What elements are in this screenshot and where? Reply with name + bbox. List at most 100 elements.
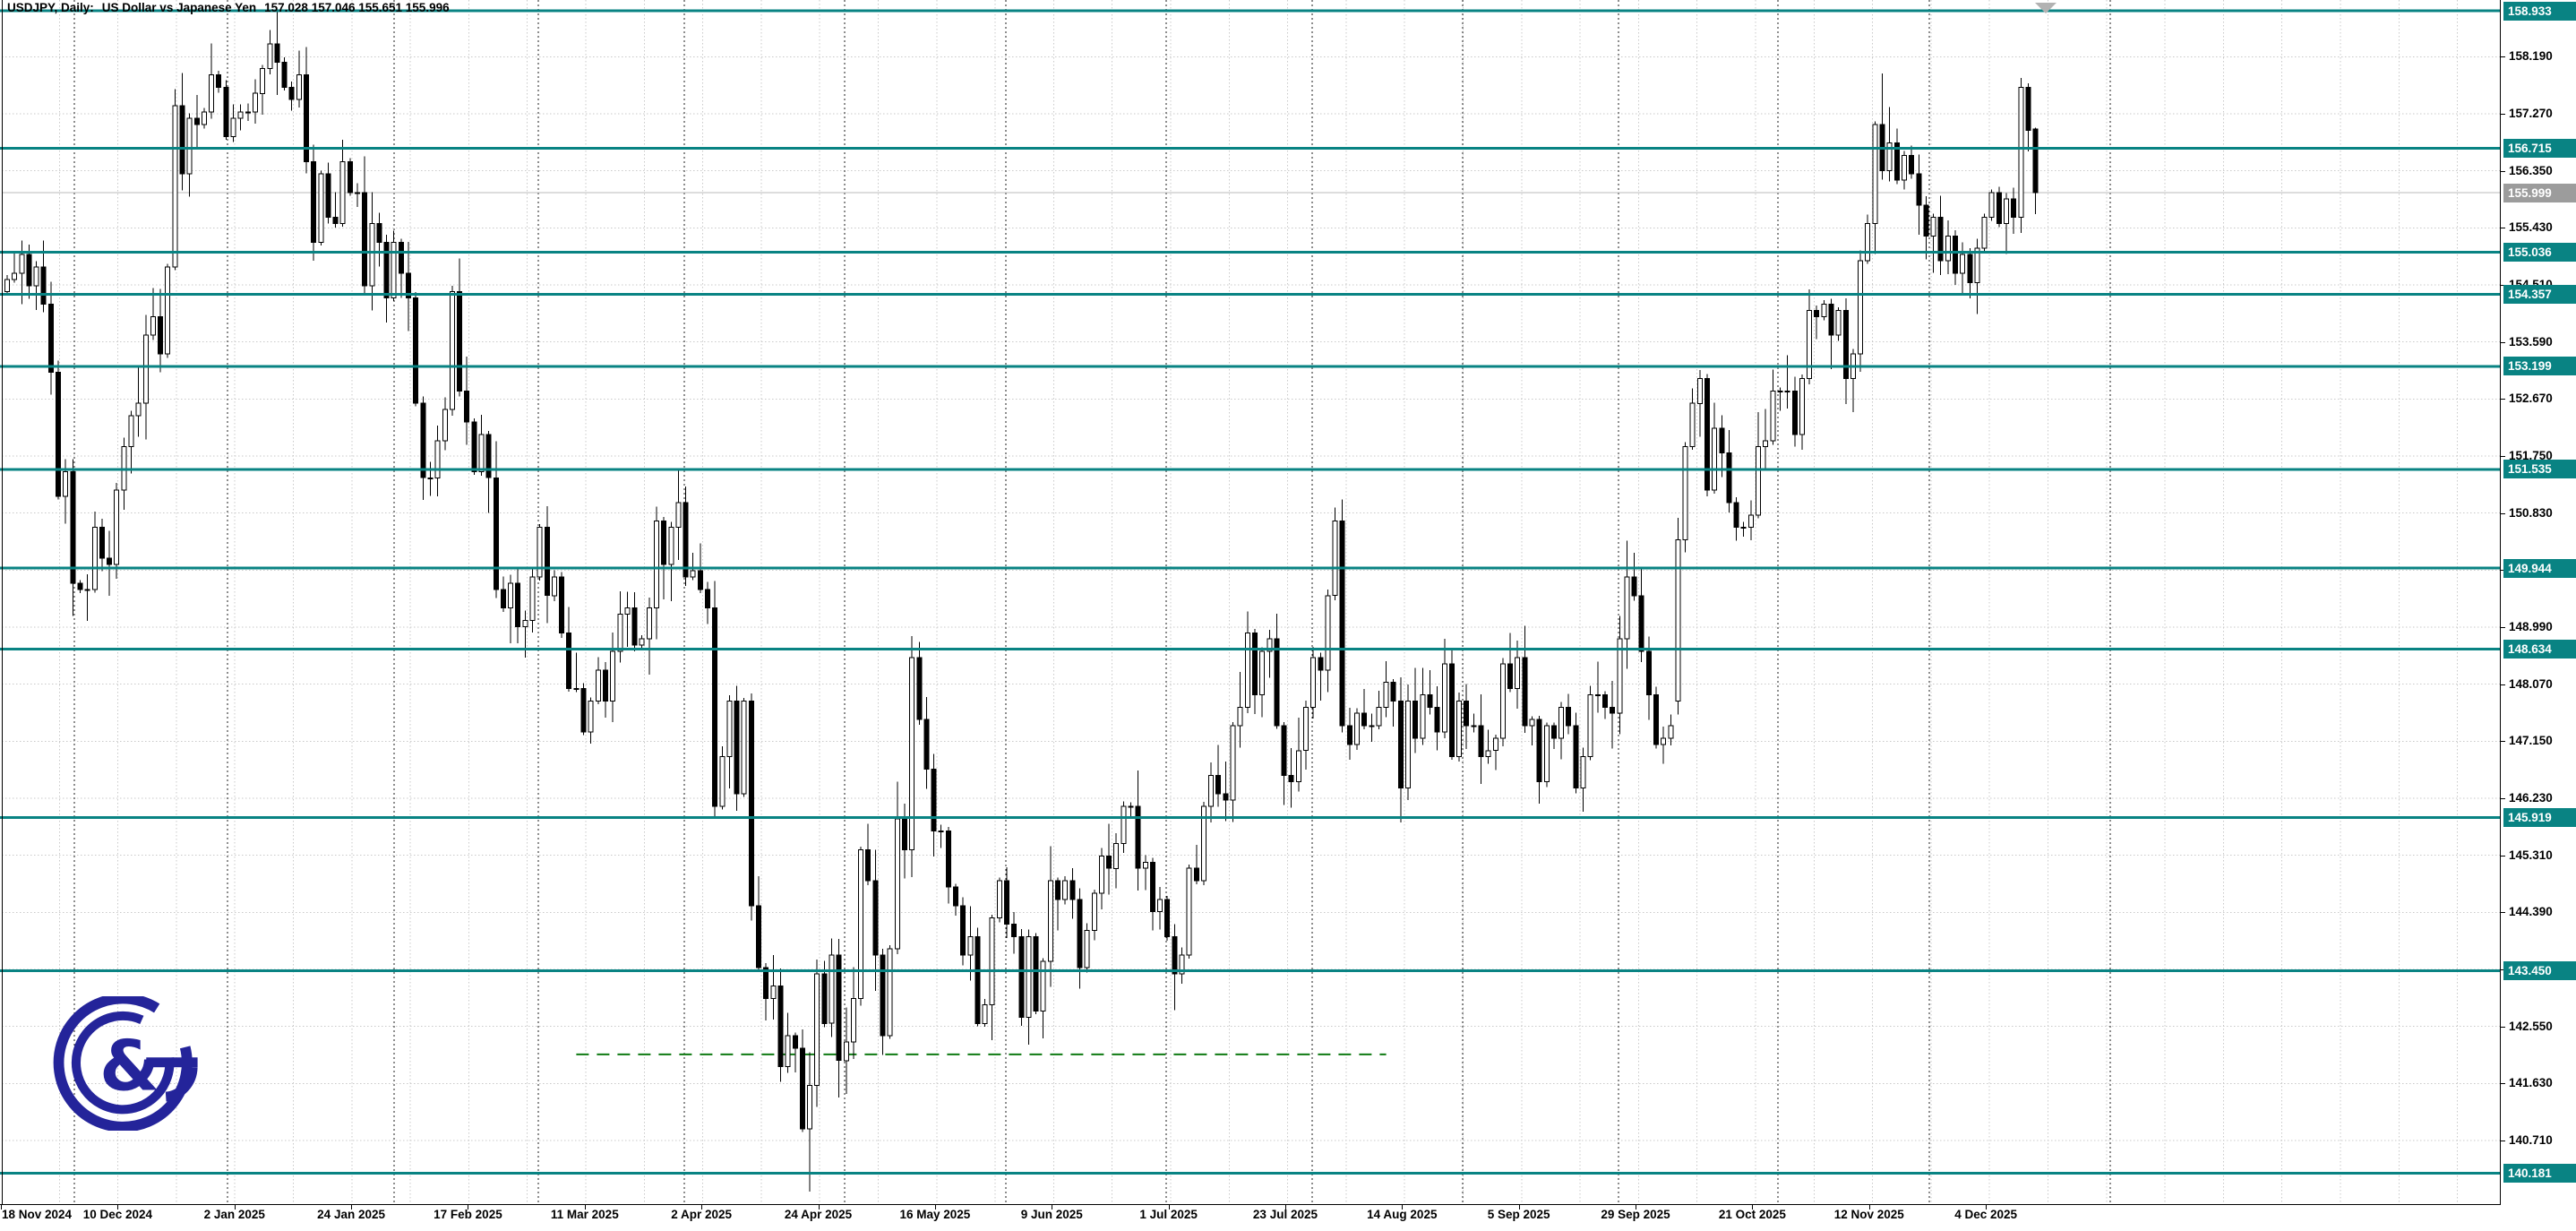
bullish-candle: [1763, 440, 1769, 448]
bullish-candle: [33, 266, 39, 287]
bearish-candle: [1069, 880, 1076, 900]
bullish-candle: [1558, 706, 1565, 739]
bearish-candle: [821, 973, 828, 1024]
bearish-candle: [1464, 700, 1470, 727]
bullish-candle: [1354, 712, 1360, 745]
bearish-candle: [500, 589, 506, 609]
bullish-candle: [1696, 378, 1703, 404]
bullish-candle: [1529, 719, 1535, 727]
price-tick-mark: [2501, 56, 2505, 58]
bearish-candle: [1909, 154, 1915, 175]
bullish-candle: [209, 74, 215, 113]
bullish-candle: [1259, 650, 1266, 695]
bullish-candle: [1441, 663, 1447, 733]
bearish-candle: [1339, 521, 1345, 727]
bearish-candle: [457, 291, 463, 392]
bullish-candle: [843, 1041, 849, 1062]
bullish-candle: [1661, 737, 1667, 745]
bullish-candle: [1420, 694, 1426, 739]
price-tick-label: 148.990: [2509, 620, 2553, 634]
bullish-candle: [296, 74, 302, 100]
bearish-candle: [1638, 595, 1644, 652]
bullish-candle: [726, 700, 733, 758]
date-tick-label: 1 Jul 2025: [1139, 1208, 1198, 1221]
date-tick-mark: [351, 1205, 353, 1209]
bullish-candle: [1295, 750, 1301, 782]
date-tick-label: 29 Sep 2025: [1601, 1208, 1670, 1221]
candlestick-chart[interactable]: [0, 0, 2501, 1205]
price-tick-mark: [2501, 627, 2505, 629]
bearish-candle: [1274, 638, 1280, 727]
bearish-candle: [1610, 706, 1616, 714]
date-tick-label: 2 Apr 2025: [671, 1208, 733, 1221]
price-axis[interactable]: 158.190157.270156.350155.430154.510153.5…: [2501, 0, 2576, 1205]
bullish-candle: [1230, 725, 1236, 801]
bullish-candle: [1784, 390, 1790, 392]
bullish-candle: [1113, 843, 1120, 869]
bullish-candle: [1405, 700, 1411, 788]
bearish-candle: [1288, 774, 1294, 782]
price-tick-label: 142.550: [2509, 1019, 2553, 1033]
price-chart-area[interactable]: USDJPY, Daily: US Dollar vs Japanese Yen 1…: [0, 0, 2501, 1205]
price-tick-label: 144.390: [2509, 905, 2553, 919]
bearish-candle: [945, 831, 951, 888]
bearish-candle: [1252, 632, 1258, 695]
bullish-candle: [230, 117, 236, 138]
current-price-badge: 155.999: [2503, 183, 2576, 202]
chart-shift-marker-icon[interactable]: [2035, 3, 2057, 13]
bearish-candle: [1448, 663, 1455, 758]
bullish-candle: [1369, 725, 1375, 727]
bullish-candle: [1682, 446, 1688, 541]
time-axis[interactable]: 18 Nov 2024 10 Dec 2024 2 Jan 2025 24 Jan 2…: [0, 1205, 2576, 1231]
date-tick-mark: [584, 1205, 586, 1209]
bearish-candle: [872, 880, 879, 956]
bearish-candle: [2025, 86, 2031, 132]
bearish-candle: [792, 1035, 798, 1049]
bullish-candle: [1142, 861, 1148, 869]
bearish-candle: [304, 74, 309, 162]
bullish-candle: [1821, 304, 1827, 317]
bullish-candle: [1617, 638, 1623, 714]
bullish-candle: [529, 576, 536, 621]
level-price-badge: 140.181: [2503, 1164, 2576, 1184]
bearish-candle: [1427, 694, 1433, 708]
bearish-candle: [47, 304, 54, 374]
bullish-candle: [982, 1004, 988, 1024]
bearish-candle: [1413, 700, 1419, 739]
bullish-candle: [610, 650, 616, 702]
bearish-candle: [288, 86, 295, 100]
bullish-candle: [1945, 235, 1951, 262]
bearish-candle: [77, 582, 83, 590]
date-tick-label: 9 Jun 2025: [1020, 1208, 1083, 1221]
bullish-candle: [1807, 309, 1813, 379]
bullish-candle: [2004, 198, 2009, 225]
broker-logo: &: [36, 993, 211, 1132]
bearish-candle: [1631, 576, 1637, 597]
bullish-candle: [573, 688, 580, 691]
bullish-candle: [668, 527, 674, 565]
bearish-candle: [1055, 880, 1060, 900]
bullish-candle: [1902, 154, 1907, 181]
bullish-candle: [1157, 899, 1163, 913]
bearish-candle: [923, 719, 930, 770]
bullish-candle: [617, 614, 623, 652]
date-tick-label: 14 Aug 2025: [1367, 1208, 1438, 1221]
price-tick-mark: [2501, 512, 2505, 514]
cg-logo-shape: [146, 1057, 198, 1068]
bearish-candle: [193, 117, 200, 125]
bullish-candle: [785, 1035, 791, 1068]
price-tick-mark: [2501, 341, 2505, 343]
bearish-candle: [1842, 309, 1849, 379]
bearish-candle: [1645, 650, 1652, 695]
bearish-candle: [515, 582, 521, 627]
bullish-candle: [989, 917, 995, 1005]
price-tick-label: 148.070: [2509, 676, 2553, 691]
price-tick-label: 152.670: [2509, 392, 2553, 406]
bearish-candle: [1434, 706, 1440, 733]
bearish-candle: [1397, 700, 1404, 788]
bearish-candle: [1814, 309, 1820, 317]
bearish-candle: [1602, 694, 1608, 708]
bullish-candle: [1471, 725, 1477, 727]
bearish-candle: [836, 954, 842, 1062]
bearish-candle: [916, 657, 923, 720]
